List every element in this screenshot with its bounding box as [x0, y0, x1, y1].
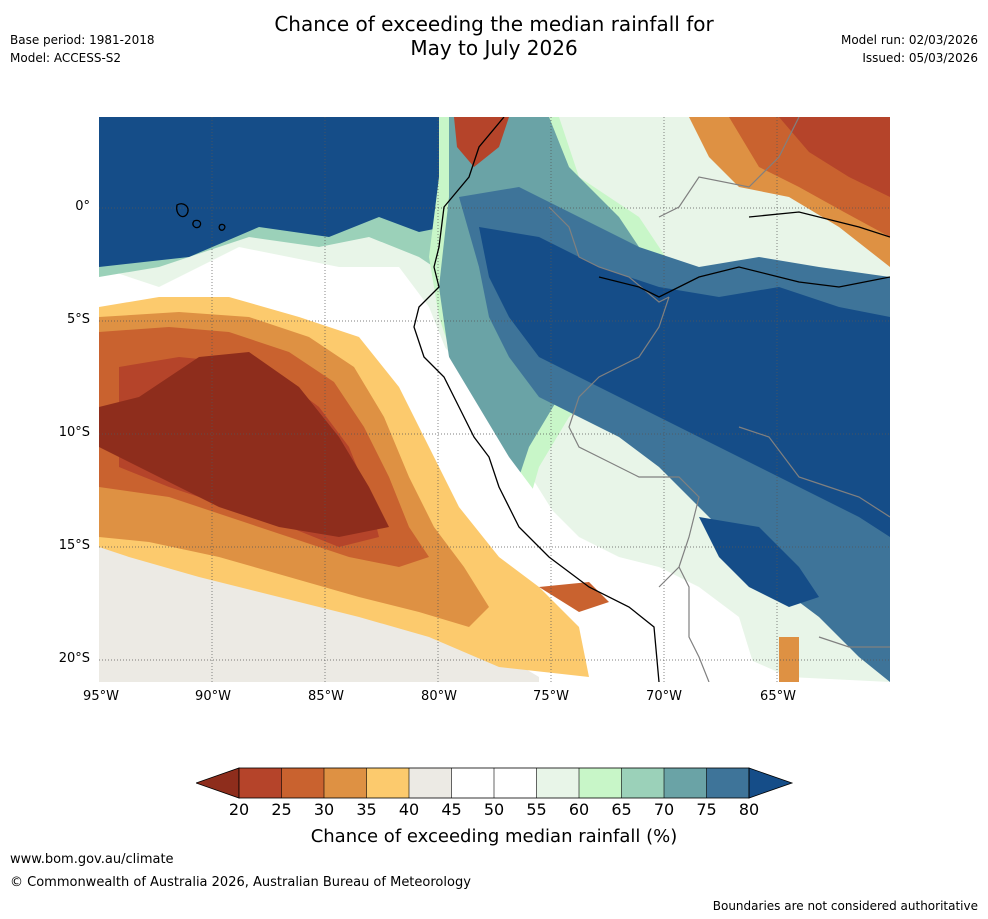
- colorbar-dividers: [281, 768, 707, 798]
- country-borders: [548, 117, 890, 682]
- rainfall-map: [99, 117, 890, 682]
- colorbar-segment: [239, 768, 282, 798]
- colorbar-high-arrow: [748, 767, 794, 799]
- border-line: [548, 206, 670, 303]
- issued-text: Issued: 05/03/2026: [862, 51, 978, 65]
- boundaries-disclaimer: Boundaries are not considered authoritat…: [712, 899, 978, 913]
- south-orange-patch: [539, 582, 609, 612]
- colorbar-segment: [621, 768, 664, 798]
- colorbar: [196, 767, 794, 799]
- colorbar-tick: 70: [653, 800, 675, 819]
- lat-label: 10°S: [58, 425, 90, 440]
- galapagos-island: [176, 203, 189, 218]
- coastline-path: [413, 117, 660, 682]
- lon-label: 80°W: [421, 689, 457, 704]
- lat-label: 0°: [75, 199, 90, 214]
- colorbar-segment: [706, 768, 749, 798]
- colorbar-tick: 50: [483, 800, 505, 819]
- southeast-blue-blob: [699, 517, 819, 607]
- model-run-text: Model run: 02/03/2026: [840, 33, 978, 47]
- border-line: [568, 296, 700, 588]
- colorbar-title: Chance of exceeding median rainfall (%): [310, 826, 678, 847]
- coastline-path: [748, 211, 890, 238]
- border-line: [738, 426, 890, 518]
- colorbar-segment: [366, 768, 409, 798]
- colorbar-segment: [664, 768, 707, 798]
- lon-label: 65°W: [760, 689, 796, 704]
- source-url[interactable]: www.bom.gov.au/climate: [10, 852, 174, 867]
- white-neutral-region: [339, 267, 759, 682]
- lon-label: 75°W: [533, 689, 569, 704]
- colorbar-low-arrow: [196, 767, 240, 799]
- colorbar-segment: [451, 768, 494, 798]
- core-dry-region: [99, 352, 389, 537]
- galapagos-island: [192, 219, 202, 229]
- lon-label: 90°W: [195, 689, 231, 704]
- title-line-2: May to July 2026: [410, 36, 578, 60]
- colorbar-tick: 25: [271, 800, 292, 819]
- colorbar-tick: 35: [356, 800, 377, 819]
- north-coastal-dry-patch: [454, 117, 509, 167]
- graticule: [99, 117, 890, 682]
- colorbar-tick: 30: [313, 800, 335, 819]
- lon-label: 95°W: [83, 689, 119, 704]
- colorbar-tick: 45: [441, 800, 462, 819]
- inland-dark-blue-region: [479, 227, 890, 537]
- ocean-dark-blue-region: [99, 117, 454, 267]
- copyright-text: © Commonwealth of Australia 2026, Austra…: [10, 875, 471, 890]
- border-line: [678, 566, 710, 682]
- colorbar-tick: 75: [696, 800, 717, 819]
- colorbar-segment: [579, 768, 622, 798]
- colorbar-segment: [409, 768, 452, 798]
- colorbar-segment: [536, 768, 579, 798]
- galapagos-island: [218, 223, 226, 231]
- border-line: [818, 636, 890, 648]
- coastline-path: [598, 266, 890, 298]
- base-period-text: Base period: 1981-2018: [10, 33, 155, 47]
- colorbar-segment: [281, 768, 324, 798]
- coastline: [176, 117, 890, 682]
- model-text: Model: ACCESS-S2: [10, 51, 122, 65]
- border-line: [658, 117, 800, 218]
- colorbar-tick: 20: [228, 800, 250, 819]
- colorbar-segment: [494, 768, 537, 798]
- lat-label: 15°S: [58, 538, 90, 553]
- lat-label: 5°S: [66, 312, 90, 327]
- colorbar-tick: 55: [526, 800, 547, 819]
- title-line-1: Chance of exceeding the median rainfall …: [274, 12, 714, 36]
- colorbar-tick: 60: [568, 800, 590, 819]
- northeast-core-region: [779, 117, 890, 197]
- map-title: Chance of exceeding the median rainfall …: [0, 12, 988, 60]
- lat-label: 20°S: [58, 651, 90, 666]
- south-orange-strip: [779, 637, 799, 682]
- colorbar-tick: 80: [738, 800, 760, 819]
- colorbar-segment: [324, 768, 367, 798]
- colorbar-tick: 65: [611, 800, 632, 819]
- colorbar-tick: 40: [398, 800, 420, 819]
- lon-label: 85°W: [308, 689, 344, 704]
- lon-label: 70°W: [646, 689, 682, 704]
